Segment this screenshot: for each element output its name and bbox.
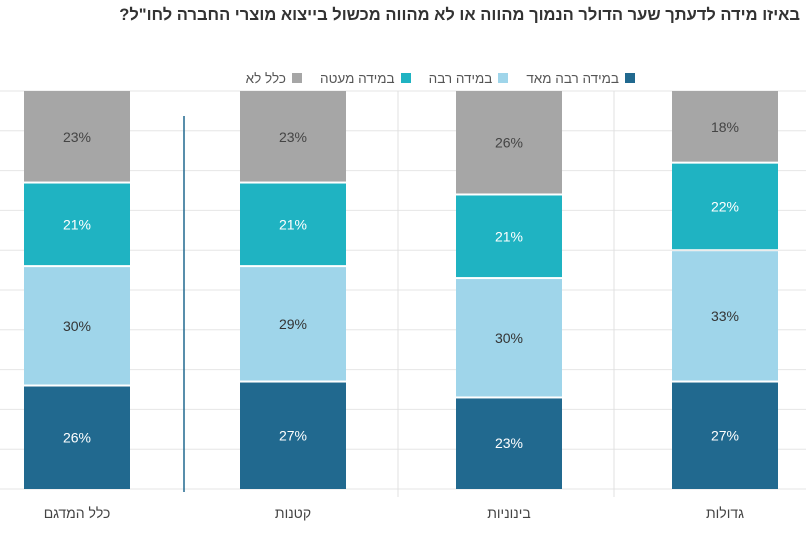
legend-item: במידה מעטה [320, 71, 411, 86]
bar-segment [672, 251, 778, 381]
category-label: גדולות [706, 505, 744, 521]
legend: במידה רבה מאד במידה רבה במידה מעטה כלל לא [175, 68, 635, 88]
legend-swatch [292, 73, 303, 83]
data-label: 30% [495, 330, 523, 346]
legend-label: במידה רבה מאד [526, 70, 619, 86]
category-label: קטנות [275, 505, 311, 521]
data-label: 21% [279, 216, 307, 232]
bar-segment [240, 183, 346, 266]
category-label: בינוניות [487, 505, 531, 521]
legend-label: כלל לא [245, 70, 287, 86]
category-label: כלל המדגם [44, 505, 111, 521]
data-label: 26% [495, 135, 523, 151]
data-label: 29% [279, 316, 307, 332]
data-label: 18% [711, 119, 739, 135]
bar-segment [240, 267, 346, 381]
data-label: 33% [711, 308, 739, 324]
legend-item: במידה רבה מאד [526, 71, 635, 86]
data-label: 21% [495, 228, 523, 244]
bar-segment [672, 163, 778, 250]
bar-segment [24, 183, 130, 266]
data-label: 27% [279, 427, 307, 443]
data-label: 23% [279, 129, 307, 145]
bar-segment [672, 91, 778, 162]
bar-segment [240, 91, 346, 182]
chart-title: באיזו מידה לדעתך שער הדולר הנמוך מהווה א… [119, 6, 800, 24]
bar-segment [672, 382, 778, 489]
legend-swatch [498, 73, 509, 83]
bar-segment [456, 195, 562, 278]
bar-segment [24, 91, 130, 182]
bar-segment [24, 386, 130, 489]
bar-segment [456, 398, 562, 489]
bar-segment [456, 91, 562, 194]
data-label: 30% [63, 318, 91, 334]
gridlines [0, 90, 806, 490]
bar-segment [24, 267, 130, 385]
legend-item: במידה רבה [429, 71, 509, 86]
data-label: 22% [711, 198, 739, 214]
data-label: 26% [63, 429, 91, 445]
data-label: 23% [495, 435, 523, 451]
data-label: 27% [711, 427, 739, 443]
bar-segment [456, 279, 562, 397]
legend-label: במידה רבה [428, 70, 493, 86]
legend-item: כלל לא [245, 70, 303, 86]
bar-segment [240, 382, 346, 489]
legend-swatch [625, 73, 635, 83]
legend-swatch [400, 73, 411, 83]
legend-label: במידה מעטה [320, 70, 395, 86]
data-label: 21% [63, 216, 91, 232]
data-label: 23% [63, 129, 91, 145]
